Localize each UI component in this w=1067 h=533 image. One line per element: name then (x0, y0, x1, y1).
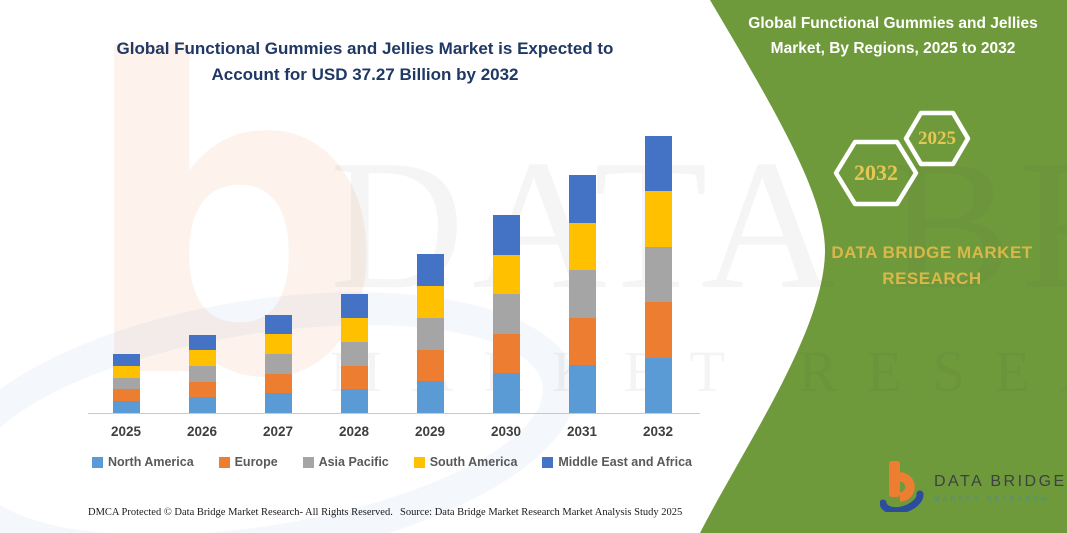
legend-swatch (302, 456, 314, 468)
legend-item-south-america: South America (413, 455, 518, 469)
bar-segment-europe (492, 333, 520, 374)
bar-segment-europe (264, 373, 292, 394)
legend-label: Europe (234, 455, 278, 469)
chart-legend: North America Europe Asia Pacific South Ame… (92, 455, 692, 469)
bar-segment-south-america (340, 318, 368, 342)
bar-segment-asia-pacific (568, 270, 596, 318)
legend-item-europe: Europe (218, 455, 278, 469)
bar-segment-europe (644, 302, 672, 358)
bar-segment-north-america (492, 373, 520, 413)
legend-label: Middle East and Africa (558, 455, 692, 469)
bar-segment-north-america (188, 397, 216, 413)
bar-segment-europe (416, 349, 444, 382)
bar-segment-north-america (112, 401, 140, 413)
databridge-logo: DATA BRIDGE MARKET RESEARCH (879, 458, 1067, 517)
bar-segment-middle-east-and-africa (492, 215, 520, 255)
bar-2031 (568, 175, 596, 413)
bar-segment-south-america (644, 191, 672, 247)
bar-2026 (188, 334, 216, 413)
chart-title: Global Functional Gummies and Jellies Ma… (116, 39, 614, 85)
legend-swatch (92, 456, 103, 468)
bar-segment-north-america (416, 381, 444, 413)
legend-label: North America (108, 455, 194, 469)
bar-segment-north-america (568, 365, 596, 413)
bar-segment-south-america (568, 222, 596, 271)
x-axis-label-2026: 2026 (186, 424, 218, 439)
bar-segment-asia-pacific (492, 294, 520, 334)
footer-source: Source: Data Bridge Market Research Mark… (400, 507, 683, 518)
legend-item-middle-east-and-africa: Middle East and Africa (542, 455, 692, 469)
footer-copyright: DMCA Protected © Data Bridge Market Rese… (88, 507, 393, 518)
bar-segment-asia-pacific (416, 317, 444, 350)
x-axis-label-2030: 2030 (490, 424, 522, 439)
x-axis-label-2031: 2031 (566, 424, 598, 439)
bar-segment-north-america (264, 393, 292, 413)
bar-2032 (644, 136, 672, 413)
bar-segment-asia-pacific (644, 246, 672, 303)
brand-text: DATA BRIDGE MARKET RESEARCH (831, 243, 1033, 289)
databridge-logo-icon (879, 458, 926, 517)
bar-segment-europe (340, 365, 368, 390)
bar-segment-middle-east-and-africa (112, 353, 140, 366)
bar-segment-asia-pacific (264, 353, 292, 374)
x-axis-label-2027: 2027 (262, 424, 294, 439)
bar-segment-asia-pacific (340, 341, 368, 366)
legend-swatch (542, 456, 554, 468)
bar-segment-south-america (264, 334, 292, 354)
bar-segment-asia-pacific (112, 377, 140, 390)
x-axis-label-2025: 2025 (110, 424, 142, 439)
hexagon-2025-label: 2025 (918, 127, 956, 149)
bar-2030 (492, 215, 520, 413)
hexagon-2025: 2025 (903, 110, 971, 167)
bar-2025 (112, 353, 140, 413)
bar-segment-middle-east-and-africa (264, 314, 292, 335)
x-axis-label-2028: 2028 (338, 424, 370, 439)
bar-2028 (340, 294, 368, 413)
bar-2027 (264, 314, 292, 413)
bar-segment-asia-pacific (188, 365, 216, 382)
side-panel-title: Global Functional Gummies and Jellies Ma… (748, 15, 1038, 57)
legend-label: Asia Pacific (318, 455, 389, 469)
bar-segment-south-america (112, 365, 140, 378)
stacked-bar-plot (88, 136, 696, 413)
bar-segment-europe (112, 389, 140, 402)
bar-segment-south-america (492, 254, 520, 295)
logo-subtitle: MARKET RESEARCH (934, 495, 1050, 503)
bar-segment-middle-east-and-africa (644, 136, 672, 192)
logo-title: DATA BRIDGE (934, 473, 1067, 494)
bar-segment-europe (568, 317, 596, 366)
bar-segment-north-america (644, 357, 672, 413)
bar-segment-south-america (188, 350, 216, 366)
legend-item-north-america: North America (92, 455, 194, 469)
bar-segment-middle-east-and-africa (340, 294, 368, 319)
legend-swatch (218, 456, 230, 468)
bar-segment-north-america (340, 389, 368, 413)
bar-2029 (416, 254, 444, 413)
bar-segment-south-america (416, 286, 444, 318)
legend-swatch (413, 456, 425, 468)
x-axis-label-2029: 2029 (414, 424, 446, 439)
x-axis-label-2032: 2032 (642, 424, 674, 439)
legend-item-asia-pacific: Asia Pacific (302, 455, 389, 469)
x-axis-line (88, 413, 700, 414)
hexagon-2032: 2032 (833, 138, 919, 208)
bar-segment-middle-east-and-africa (188, 334, 216, 351)
bar-segment-middle-east-and-africa (568, 175, 596, 223)
hexagon-2032-label: 2032 (854, 160, 898, 185)
bar-segment-middle-east-and-africa (416, 254, 444, 287)
legend-label: South America (429, 455, 518, 469)
bar-segment-europe (188, 381, 216, 398)
